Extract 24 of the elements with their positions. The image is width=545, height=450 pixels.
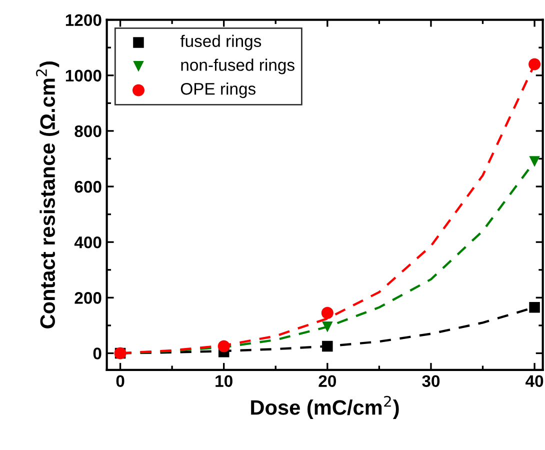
x-tick-label: 10 [216,375,232,388]
point [218,340,230,352]
point [322,340,333,352]
y-tick-label: 1200 [66,14,102,26]
legend-label: fused rings [180,34,262,50]
x-axis-title: Dose (mC/cm$^{2}$) [251,396,399,419]
legend-label: non-fused rings [181,58,294,74]
x-tick-label: 0 [116,375,124,388]
point [322,321,333,332]
x-tick-label: 30 [422,375,440,388]
legend-label: OPE rings [180,82,256,98]
point [321,306,334,319]
point [529,302,540,313]
point [528,58,541,70]
y-tick-label: 0 [93,348,102,360]
y-tick-label: 800 [74,125,102,138]
x-tick-label: 40 [526,375,544,388]
y-tick-label: 200 [74,292,102,304]
y-axis-title: Contact resistance (Ω.cm$^{2}$) [36,62,60,328]
x-tick-label: 20 [318,375,336,388]
y-tick-label: 400 [74,236,102,248]
y-tick-label: 600 [74,180,102,193]
point [529,156,540,167]
y-tick-label: 1000 [66,70,102,82]
